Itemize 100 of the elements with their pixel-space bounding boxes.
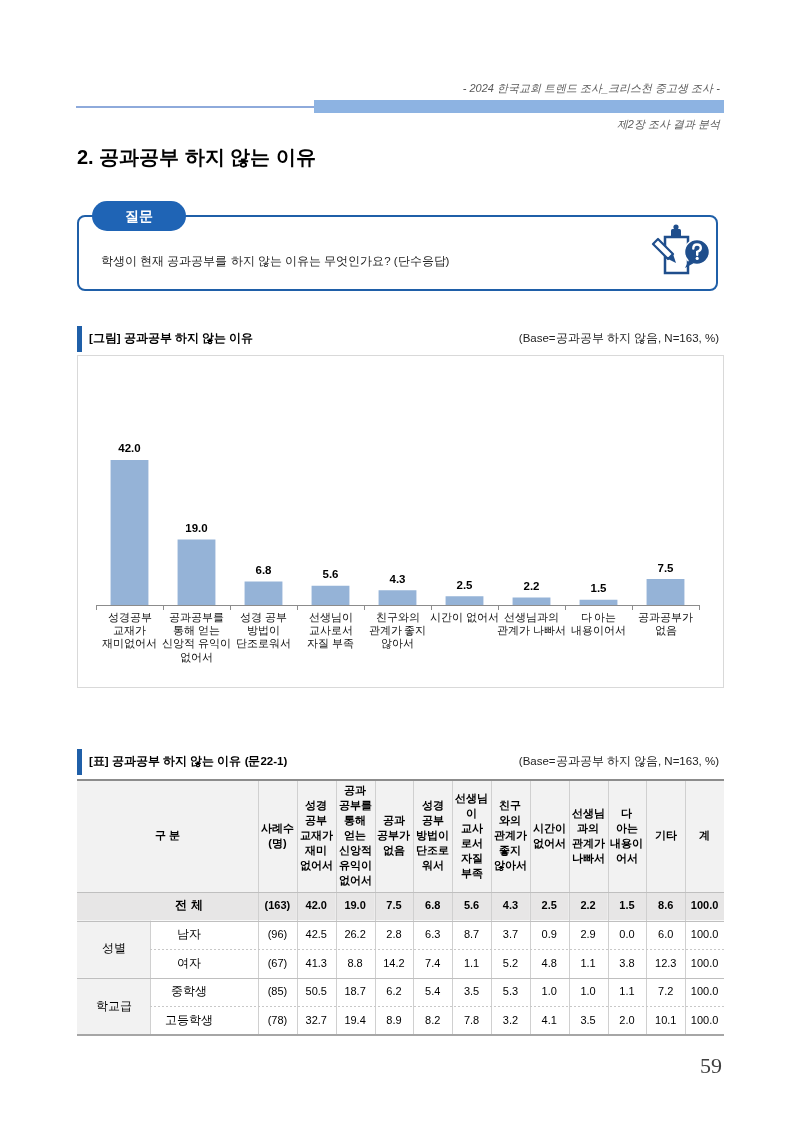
data-label: 0.9 <box>541 927 557 940</box>
data-label: 4.3 <box>502 899 519 912</box>
data-label: 100.0 <box>690 985 719 998</box>
data-label: 8.2 <box>425 1013 441 1026</box>
x-tick-label: 성경 공부 교재가 재미 없어서 <box>299 799 333 872</box>
data-label: 3.7 <box>502 927 519 940</box>
data-label: (163) <box>264 899 291 912</box>
x-tick-label: 선생님 이 교사 로서 자질 부족 <box>455 791 489 879</box>
data-label: 1.1 <box>619 985 635 998</box>
data-label: 5.6 <box>463 899 480 912</box>
data-label: 5.6 <box>322 568 339 581</box>
data-label: 19.0 <box>344 899 366 912</box>
data-label: 1.0 <box>580 985 596 998</box>
data-label: 6.8 <box>425 899 441 912</box>
data-label: 3.2 <box>502 1013 519 1026</box>
data-label: 8.9 <box>386 1013 402 1026</box>
label-tab: 질문 <box>92 201 186 231</box>
data-label: 2.8 <box>386 927 402 940</box>
data-label: 42.0 <box>118 442 141 455</box>
data-label: 100.0 <box>690 899 719 912</box>
data-label: 5.3 <box>502 985 519 998</box>
data-label: (85) <box>267 985 288 998</box>
data-label: 6.3 <box>425 927 441 940</box>
data-label: (96) <box>267 927 288 940</box>
x-tick-label: 사례수 (명) <box>260 821 294 849</box>
x-tick-label: 선생님 과의 관계가 나빠서 <box>571 806 605 864</box>
data-label: 7.4 <box>425 956 441 969</box>
data-label: (78) <box>267 1013 288 1026</box>
chart-subtitle: (Base=공과공부 하지 않음, N=163, %) <box>518 331 719 346</box>
text: 학교급 <box>95 999 132 1012</box>
chart-title: [표] 공과공부 하지 않는 이유 (문22-1) <box>89 754 288 769</box>
data-label: 8.7 <box>463 927 480 940</box>
data-label: 2.5 <box>541 899 557 912</box>
x-tick-label: 공과공부를 통해 얻는 신앙적 유익이 없어서 <box>162 610 231 663</box>
chart-subtitle: (Base=공과공부 하지 않음, N=163, %) <box>518 754 719 769</box>
x-tick-label: 선생님과의 관계가 나빠서 <box>497 610 566 636</box>
data-label: 2.2 <box>580 899 596 912</box>
data-label: 4.8 <box>541 956 557 969</box>
x-tick-label: 계 <box>699 829 711 842</box>
data-label: 6.2 <box>386 985 402 998</box>
x-tick-label: 성경공부 교재가 재미없어서 <box>102 610 157 650</box>
text: 학생이 현재 공과공부를 하지 않는 이유는 무엇인가요? (단수응답) <box>101 254 450 269</box>
data-label: 7.8 <box>463 1013 480 1026</box>
x-tick-label: 성경 공부 방법이 단조로워서 <box>236 610 291 650</box>
x-tick-label: 공과 공부를 통해 얻는 신앙적 유익이 없어서 <box>338 784 372 887</box>
data-label: 50.5 <box>305 985 327 998</box>
data-label: 7.2 <box>658 985 674 998</box>
y-tick-label: 전 체 <box>175 899 203 912</box>
x-tick-label: 친구와의 관계가 좋지 않아서 <box>368 610 427 650</box>
x-tick-label: 시간이 없어서 <box>532 821 566 849</box>
data-label: 42.0 <box>305 899 327 912</box>
data-label: 4.3 <box>389 572 406 585</box>
x-tick-label: 친구 와의 관계가 좋지 않아서 <box>493 799 527 873</box>
data-label: 7.5 <box>657 561 675 574</box>
data-label: 14.2 <box>383 956 405 969</box>
data-label: 5.2 <box>502 956 519 969</box>
x-tick-label: 성경 공부 방법이 단조로 워서 <box>416 799 450 872</box>
data-label: 42.5 <box>305 927 327 940</box>
x-tick-label: 기타 <box>654 829 677 842</box>
data-label: 8.6 <box>658 899 674 912</box>
x-tick-label: 선생님이 교사로서 자질 부족 <box>307 610 354 650</box>
data-label: 2.9 <box>580 927 596 940</box>
x-tick-label: 공과공부가 없음 <box>638 610 693 636</box>
data-label: 6.8 <box>255 563 273 576</box>
data-label: 1.5 <box>590 582 608 595</box>
data-label: 100.0 <box>690 927 719 940</box>
data-label: (67) <box>267 956 288 969</box>
data-label: 26.2 <box>344 927 366 940</box>
data-label: 1.1 <box>580 956 596 969</box>
x-tick-label: 공과 공부가 없음 <box>377 814 411 857</box>
data-label: 1.5 <box>619 899 635 912</box>
data-label: 100.0 <box>690 956 719 969</box>
text: 2. 공과공부 하지 않는 이유 <box>77 145 316 169</box>
data-label: 19.4 <box>344 1013 366 1026</box>
data-label: 1.1 <box>463 956 480 969</box>
data-label: 10.1 <box>655 1013 677 1026</box>
data-label: 2.0 <box>619 1013 635 1026</box>
data-label: 7.5 <box>386 899 402 912</box>
y-tick-label: 중학생 <box>171 985 207 998</box>
data-label: 19.0 <box>185 521 208 534</box>
data-label: 12.3 <box>655 956 677 969</box>
y-tick-label: 여자 <box>177 956 201 969</box>
data-label: 2.5 <box>456 578 474 591</box>
data-label: 3.5 <box>580 1013 596 1026</box>
data-label: 2.2 <box>523 579 540 592</box>
data-label: 3.5 <box>463 985 480 998</box>
data-label: 3.8 <box>619 956 635 969</box>
chart-title: [그림] 공과공부 하지 않는 이유 <box>89 331 254 346</box>
data-label: 32.7 <box>305 1013 327 1026</box>
data-label: 100.0 <box>690 1013 719 1026</box>
y-tick-label: 남자 <box>177 928 201 941</box>
text: 59 <box>700 1053 722 1079</box>
data-label: 18.7 <box>344 985 366 998</box>
text: 제2장 조사 결과 분석 <box>616 117 720 131</box>
data-label: 8.8 <box>347 956 363 969</box>
x-tick-label: 다 아는 내용이어서 <box>571 610 626 636</box>
data-label: 4.1 <box>541 1013 557 1026</box>
data-label: 0.0 <box>619 927 635 940</box>
x-tick-label: 다 아는 내용이 어서 <box>610 806 644 864</box>
text: - 2024 한국교회 트렌드 조사_크리스천 중고생 조사 - <box>462 81 720 95</box>
